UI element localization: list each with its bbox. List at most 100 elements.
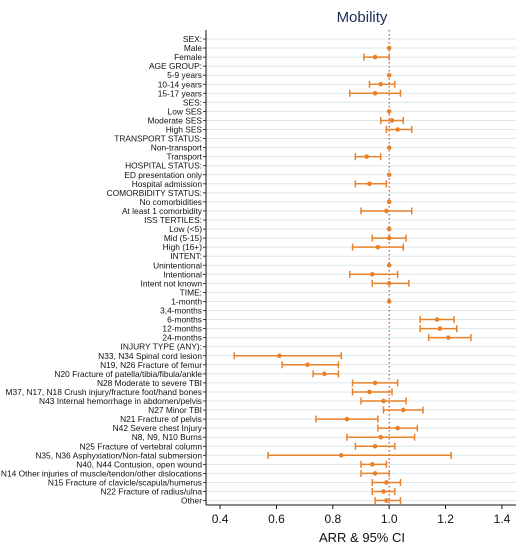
point-estimate bbox=[381, 398, 386, 404]
row-label: N33, N34 Spinal cord lesion bbox=[98, 351, 202, 361]
row-label: 6-months bbox=[167, 315, 202, 325]
row-label: 15-17 years bbox=[158, 88, 202, 98]
row-label: N21 Fracture of pelvis bbox=[120, 414, 202, 424]
row-label: Female bbox=[174, 52, 202, 62]
point-estimate bbox=[395, 425, 400, 431]
row-label: High (16+) bbox=[163, 242, 203, 252]
row-label: N14 Other injuries of muscle/tendon/othe… bbox=[1, 468, 202, 478]
point-estimate bbox=[384, 480, 389, 485]
row-label: TRANSPORT STATUS: bbox=[114, 134, 202, 144]
row-label: Low SES bbox=[168, 106, 203, 116]
x-tick-label: 1.2 bbox=[437, 512, 454, 526]
point-estimate bbox=[338, 453, 344, 458]
point-estimate bbox=[372, 54, 378, 60]
row-label: Hospital admission bbox=[132, 179, 203, 189]
point-estimate bbox=[395, 127, 400, 132]
point-estimate bbox=[322, 371, 327, 377]
row-label: Intentional bbox=[163, 269, 202, 279]
data-marks bbox=[233, 45, 472, 505]
row-label: N19, N26 Fracture of femur bbox=[100, 360, 202, 370]
row-label: Non-transport bbox=[151, 143, 203, 153]
row-label: N8, N9, N10 Burns bbox=[132, 432, 202, 442]
row-label: N25 Fracture of vertebral column bbox=[80, 441, 203, 451]
row-label: INTENT: bbox=[170, 251, 202, 261]
point-estimate bbox=[381, 489, 386, 494]
point-estimate bbox=[372, 91, 378, 96]
chart-title: Mobility bbox=[337, 9, 388, 26]
point-estimate bbox=[437, 326, 443, 331]
row-label: Transport bbox=[166, 152, 202, 162]
point-estimate bbox=[375, 244, 381, 250]
point-estimate bbox=[384, 208, 389, 214]
point-estimate bbox=[386, 109, 392, 114]
row-label: 12-months bbox=[162, 324, 202, 334]
row-label: 5-9 years bbox=[167, 70, 202, 80]
point-estimate bbox=[386, 145, 392, 150]
point-estimate bbox=[384, 498, 389, 503]
row-label: N15 Fracture of clavicle/scapula/humerus bbox=[48, 477, 202, 487]
row-label: SES: bbox=[183, 97, 202, 107]
row-label: N40, N44 Contusion, open wound bbox=[76, 459, 202, 469]
point-estimate bbox=[378, 81, 384, 87]
point-estimate bbox=[372, 471, 378, 476]
row-label: Moderate SES bbox=[148, 115, 203, 125]
row-label: N20 Fracture of patella/tibia/fibula/ank… bbox=[54, 369, 202, 379]
point-estimate bbox=[386, 172, 392, 178]
point-estimate bbox=[400, 407, 406, 413]
row-label: M37, N17, N18 Crush injury/fracture foot… bbox=[6, 387, 202, 397]
point-estimate bbox=[434, 317, 440, 322]
point-estimate bbox=[386, 72, 392, 78]
row-label: N42 Severe chest Injury bbox=[113, 423, 203, 433]
x-tick-label: 0.6 bbox=[268, 512, 285, 526]
x-tick-label: 0.8 bbox=[324, 512, 341, 526]
point-estimate bbox=[369, 462, 375, 467]
point-estimate bbox=[364, 154, 369, 159]
point-estimate bbox=[386, 45, 392, 51]
row-label: ED presentation only bbox=[124, 170, 203, 180]
row-label: Other bbox=[181, 496, 202, 506]
row-label: At least 1 comorbidity bbox=[122, 206, 203, 216]
row-label: Unintentional bbox=[153, 260, 202, 270]
row-label: Mid (5-15) bbox=[164, 233, 202, 243]
row-label: N43 Internal hemorrhage in abdomen/pelvi… bbox=[39, 396, 202, 406]
row-label: AGE GROUP: bbox=[149, 61, 202, 71]
row-label: High SES bbox=[166, 125, 203, 135]
row-label: INJURY TYPE (ANY): bbox=[121, 342, 202, 352]
row-label: No comorbidities bbox=[140, 197, 202, 207]
x-tick-label: 1.4 bbox=[494, 512, 511, 526]
row-label: TIME: bbox=[180, 287, 202, 297]
row-label: COMORBIDITY STATUS: bbox=[107, 188, 202, 198]
row-label: Low (<5) bbox=[169, 224, 202, 234]
row-label: N35, N36 Asphyxiation/Non-fatal submersi… bbox=[35, 450, 202, 460]
row-label: 3,4-months bbox=[160, 306, 202, 316]
point-estimate bbox=[372, 443, 378, 449]
point-estimate bbox=[305, 362, 310, 368]
x-axis-label: ARR & 95% CI bbox=[319, 530, 405, 545]
point-estimate bbox=[386, 299, 392, 304]
point-estimate bbox=[276, 353, 282, 359]
point-estimate bbox=[386, 262, 392, 268]
point-estimate bbox=[367, 389, 372, 395]
row-label: N27 Minor TBI bbox=[148, 405, 202, 415]
point-estimate bbox=[372, 380, 378, 386]
point-estimate bbox=[386, 199, 392, 205]
point-estimate bbox=[369, 272, 375, 277]
point-estimate bbox=[446, 335, 451, 340]
point-estimate bbox=[378, 434, 384, 440]
row-label: Male bbox=[184, 43, 202, 53]
row-label: N28 Moderate to severe TBI bbox=[97, 378, 202, 388]
x-tick-label: 1.0 bbox=[381, 512, 398, 526]
row-label: ISS TERTILES: bbox=[144, 215, 202, 225]
row-label: Intent not known bbox=[141, 278, 203, 288]
row-label: 24-months bbox=[162, 333, 202, 343]
row-label: N22 Fracture of radius/ulna bbox=[101, 487, 203, 497]
x-tick-label: 0.4 bbox=[212, 512, 229, 526]
point-estimate bbox=[367, 181, 372, 187]
point-estimate bbox=[386, 226, 392, 232]
row-label: HOSPITAL STATUS: bbox=[125, 161, 202, 171]
row-label: 1-month bbox=[171, 296, 202, 306]
x-axis: 0.4 0.6 0.8 1.0 1.2 1.4 bbox=[205, 30, 516, 526]
point-estimate bbox=[389, 118, 395, 123]
